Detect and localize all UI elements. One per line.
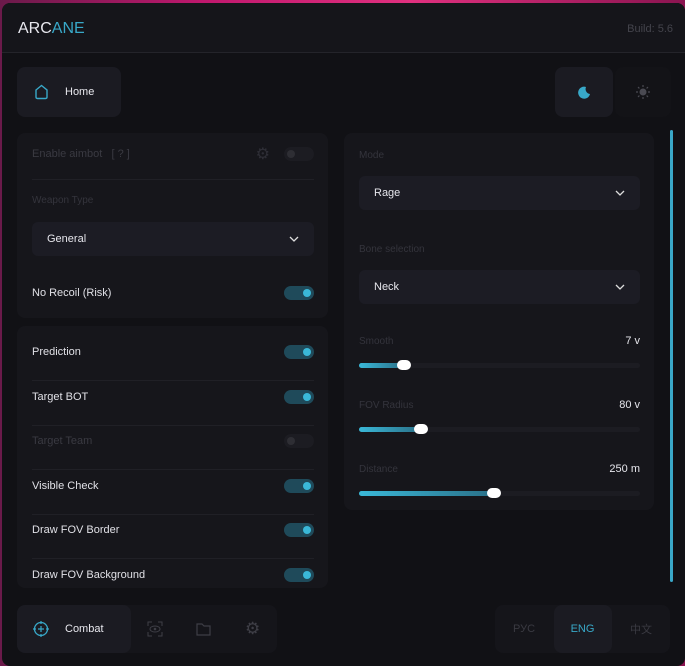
slider-track[interactable]: [359, 488, 640, 498]
slider-label: Distance: [359, 464, 398, 475]
slider-fill: [359, 363, 404, 368]
gear-icon[interactable]: ⚙: [255, 146, 270, 163]
option-toggle[interactable]: [284, 523, 314, 537]
option-toggle[interactable]: [284, 345, 314, 359]
slider-value: 80 v: [619, 399, 640, 411]
no-recoil-label: No Recoil (Risk): [32, 287, 112, 299]
bottom-nav: Combat ⚙: [17, 605, 277, 653]
options-panel: Prediction Target BOT Target Team Visible C…: [17, 326, 328, 588]
slider-track[interactable]: [359, 424, 640, 434]
gear-icon[interactable]: ⚙: [245, 619, 261, 638]
bone-label: Bone selection: [359, 244, 425, 255]
light-theme-button[interactable]: [615, 67, 671, 117]
bone-value: Neck: [374, 281, 400, 293]
title-main: ARC: [18, 20, 52, 37]
aim-settings-panel: Mode Rage Bone selection Neck Smooth 7 v…: [344, 133, 654, 510]
divider: [32, 424, 314, 426]
chevron-down-icon: [289, 233, 299, 245]
option-toggle[interactable]: [284, 389, 314, 404]
mode-value: Rage: [374, 187, 401, 199]
option-toggle[interactable]: [284, 478, 314, 493]
moon-icon: [577, 85, 591, 99]
title-accent: ANE: [51, 20, 85, 37]
option-toggle[interactable]: [284, 567, 314, 582]
option-label: Target BOT: [32, 390, 89, 403]
option-label: Draw FOV Border: [32, 524, 120, 536]
home-icon: [33, 84, 49, 100]
slider-value: 250 m: [609, 463, 640, 475]
slider-track[interactable]: [359, 360, 640, 370]
slider-fill: [359, 491, 494, 496]
option-label: Draw FOV Background: [32, 568, 146, 581]
sun-icon: [636, 85, 650, 99]
language-1[interactable]: ENG: [553, 605, 612, 653]
mode-label: Mode: [359, 150, 385, 161]
slider-thumb[interactable]: [486, 488, 501, 498]
option-label: Target Team: [32, 435, 93, 447]
folder-icon[interactable]: [196, 621, 212, 637]
option-row: Target BOT: [32, 389, 314, 405]
enable-aimbot-toggle[interactable]: [284, 147, 314, 161]
no-recoil-toggle[interactable]: [284, 286, 314, 300]
combat-label: Combat: [65, 623, 104, 635]
divider: [32, 380, 314, 381]
help-hint[interactable]: [ ? ]: [111, 148, 130, 160]
bone-select[interactable]: Neck: [359, 270, 640, 304]
slider-fill: [359, 427, 421, 432]
mode-select[interactable]: Rage: [359, 176, 640, 210]
chevron-down-icon: [615, 187, 625, 199]
divider: [32, 469, 314, 470]
option-label: Visible Check: [32, 479, 99, 492]
option-row: Prediction: [32, 344, 314, 360]
enable-aimbot-label: Enable aimbot [ ? ]: [32, 148, 130, 160]
chevron-down-icon: [615, 281, 625, 293]
weapon-type-label: Weapon Type: [32, 195, 94, 206]
language-switcher: РУС ENG 中文: [495, 605, 670, 653]
header: ARCANE Build: 5.6: [2, 3, 685, 53]
option-label: Prediction: [32, 346, 81, 358]
slider-thumb[interactable]: [413, 424, 428, 434]
language-0[interactable]: РУС: [512, 623, 536, 635]
build-version: Build: 5.6: [627, 23, 673, 35]
app-title: ARCANE: [18, 20, 85, 38]
slider-label: FOV Radius: [359, 400, 414, 411]
option-row: Target Team: [32, 433, 314, 449]
option-row: Visible Check: [32, 478, 314, 494]
slider-label: Smooth: [359, 336, 394, 347]
aimbot-panel: Enable aimbot [ ? ] ⚙ Weapon Type Genera…: [17, 133, 328, 318]
divider: [32, 513, 314, 515]
home-tab[interactable]: Home: [17, 67, 121, 117]
combat-tab[interactable]: Combat: [17, 605, 131, 653]
slider-value: 7 v: [625, 335, 640, 347]
app-window: ARCANE Build: 5.6 Home Enable aimbot [ ?…: [2, 3, 685, 666]
slider-thumb[interactable]: [396, 360, 411, 370]
option-toggle[interactable]: [284, 434, 314, 448]
option-row: Draw FOV Background: [32, 567, 314, 583]
language-2[interactable]: 中文: [630, 624, 652, 636]
weapon-type-select[interactable]: General: [32, 222, 314, 256]
divider: [32, 558, 314, 559]
dark-theme-button[interactable]: [555, 67, 613, 117]
crosshair-icon: [33, 621, 49, 637]
eye-scan-icon[interactable]: [147, 621, 163, 637]
option-row: Draw FOV Border: [32, 522, 314, 538]
scrollbar[interactable]: [670, 130, 673, 582]
home-label: Home: [65, 86, 95, 98]
weapon-type-value: General: [47, 233, 87, 245]
